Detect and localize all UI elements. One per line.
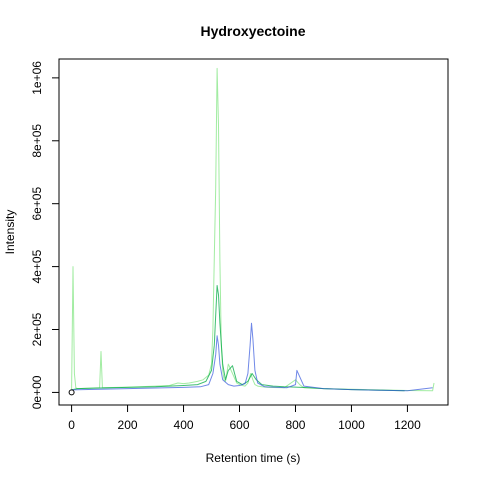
y-tick-label: 2e+05 [30, 312, 44, 346]
y-axis: 0e+00 2e+05 4e+05 6e+05 8e+05 1e+06 [30, 61, 60, 409]
x-tick-label: 200 [118, 418, 138, 432]
chart-title: Hydroxyectoine [200, 23, 305, 39]
x-tick-label: 1200 [394, 418, 421, 432]
y-tick-label: 0e+00 [30, 375, 44, 409]
x-axis-label: Retention time (s) [206, 451, 301, 465]
y-tick-label: 1e+06 [30, 61, 44, 95]
y-tick-label: 4e+05 [30, 249, 44, 283]
y-tick-label: 8e+05 [30, 124, 44, 158]
series-layer [68, 67, 435, 396]
x-axis: 0 200 400 600 800 1000 1200 [68, 404, 421, 432]
series-line-3 [71, 322, 433, 392]
series-line-2 [71, 285, 405, 392]
y-tick-label: 6e+05 [30, 187, 44, 221]
x-tick-label: 800 [285, 418, 305, 432]
y-axis-label: Intensity [3, 210, 17, 255]
x-tick-label: 1000 [338, 418, 365, 432]
x-tick-label: 0 [68, 418, 75, 432]
origin-marker [68, 389, 75, 396]
x-tick-label: 600 [229, 418, 249, 432]
x-tick-label: 400 [174, 418, 194, 432]
